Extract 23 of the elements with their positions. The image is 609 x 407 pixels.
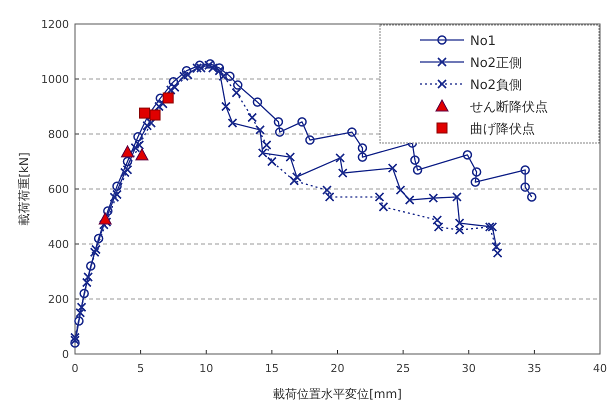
y-tick-label: 600 [48, 183, 69, 196]
x-tick-label: 40 [593, 362, 607, 375]
x-axis-title: 載荷位置水平変位[mm] [273, 387, 402, 401]
x-tick-label: 5 [137, 362, 144, 375]
x-tick-label: 20 [330, 362, 344, 375]
x-tick-label: 15 [264, 362, 279, 375]
legend-label: No2負側 [470, 78, 522, 93]
x-tick-label: 0 [72, 362, 78, 375]
y-axis-title: 載荷荷重[kN] [17, 152, 31, 226]
y-tick-label: 0 [62, 348, 69, 361]
y-tick-label: 1000 [41, 73, 69, 86]
x-tick-label: 25 [396, 362, 410, 375]
x-tick-label: 30 [462, 362, 476, 375]
legend-label: No2正側 [470, 56, 522, 71]
y-tick-label: 800 [48, 128, 69, 141]
y-tick-label: 1200 [41, 18, 69, 31]
legend-label: せん断降伏点 [470, 100, 548, 115]
legend-label: No1 [470, 34, 496, 49]
y-tick-label: 200 [48, 293, 69, 306]
y-tick-label: 400 [48, 238, 69, 251]
x-tick-label: 35 [527, 362, 542, 375]
legend-label: 曲げ降伏点 [470, 122, 535, 137]
x-tick-label: 10 [199, 362, 214, 375]
